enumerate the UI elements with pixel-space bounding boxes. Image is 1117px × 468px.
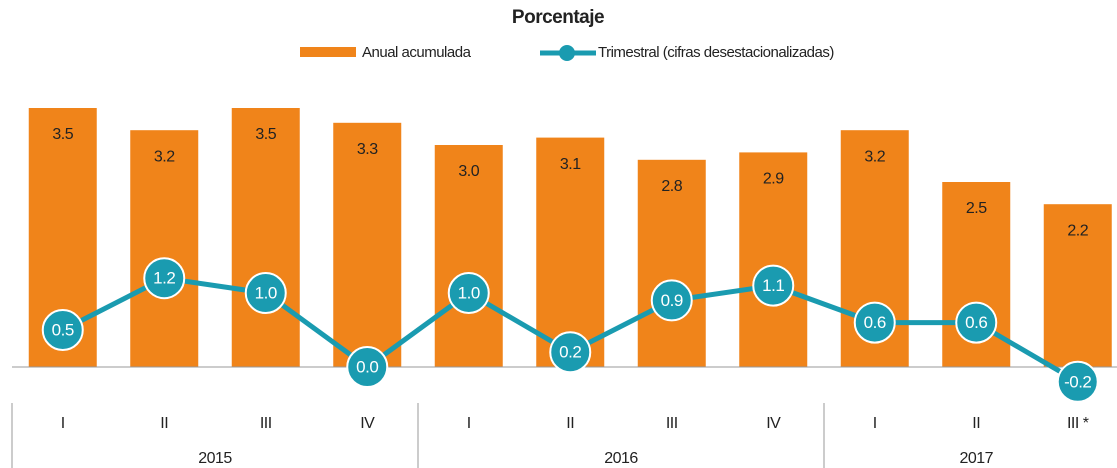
bar-value-label: 3.5	[52, 126, 73, 143]
bar	[739, 152, 808, 367]
line-point	[1056, 360, 1099, 403]
bar	[130, 130, 199, 367]
line-value-label: 1.0	[255, 283, 277, 302]
bar-value-label: 2.5	[966, 200, 987, 217]
line-value-label: 0.2	[559, 343, 581, 362]
bar-value-label: 3.2	[864, 148, 885, 165]
bar	[231, 108, 300, 367]
x-tick-label: II	[160, 415, 168, 432]
bar	[1043, 204, 1112, 367]
bar	[434, 145, 503, 367]
line-value-label: 0.9	[661, 291, 683, 310]
x-tick-label: III *	[1067, 415, 1089, 432]
bar-value-label: 3.2	[154, 148, 175, 165]
bar-value-label: 3.3	[357, 141, 378, 158]
line-point	[853, 301, 896, 344]
bar-value-label: 2.2	[1067, 222, 1088, 239]
line-point	[447, 272, 490, 314]
group-label: 2017	[959, 450, 993, 467]
bar-value-label: 2.8	[661, 178, 682, 195]
line-value-label: 0.6	[864, 313, 886, 332]
x-tick-label: IV	[766, 415, 781, 432]
group-label: 2016	[604, 450, 638, 467]
bar-value-label: 2.9	[763, 171, 784, 188]
x-tick-label: I	[873, 415, 877, 432]
bar	[333, 122, 402, 367]
line-point	[752, 264, 795, 307]
line-point	[346, 346, 389, 388]
x-tick-label: III	[666, 415, 678, 432]
group-label: 2015	[198, 450, 232, 467]
x-tick-label: I	[467, 415, 471, 432]
line-value-label: -0.2	[1064, 372, 1091, 391]
bar-value-label: 3.0	[458, 163, 479, 180]
line-value-label: 0.6	[965, 313, 987, 332]
line-point	[549, 331, 592, 374]
x-tick-label: IV	[360, 415, 375, 432]
x-tick-label: I	[61, 415, 65, 432]
legend-label: Anual acumulada	[362, 44, 472, 61]
line-value-label: 0.0	[356, 357, 378, 376]
line-value-label: 1.1	[762, 276, 784, 295]
chart-title: Porcentaje	[512, 7, 604, 28]
bar	[536, 137, 605, 367]
x-tick-label: II	[972, 415, 980, 432]
line-value-label: 0.5	[52, 320, 74, 339]
line-point	[41, 309, 84, 351]
legend-swatch	[300, 47, 356, 57]
x-tick-label: III	[260, 415, 272, 432]
line-value-label: 1.0	[458, 283, 480, 302]
line-point	[143, 257, 186, 300]
line-point	[244, 272, 287, 314]
line-point	[650, 279, 693, 322]
line-point	[955, 301, 998, 344]
bar-value-label: 3.5	[255, 126, 276, 143]
x-tick-label: II	[566, 415, 574, 432]
line-value-label: 1.2	[153, 269, 175, 288]
bar-value-label: 3.1	[560, 156, 581, 173]
bar	[637, 159, 706, 367]
legend-swatch	[559, 45, 575, 61]
legend-label: Trimestral (cifras desestacionalizadas)	[598, 44, 834, 61]
